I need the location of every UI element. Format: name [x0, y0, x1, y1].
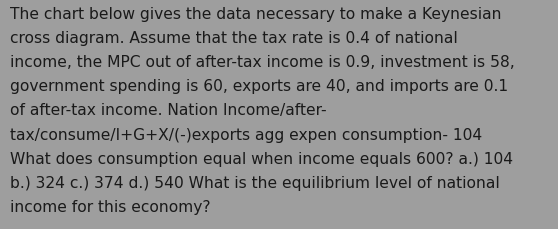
Text: income for this economy?: income for this economy? — [10, 199, 211, 214]
Text: income, the MPC out of after-tax income is 0.9, investment is 58,: income, the MPC out of after-tax income … — [10, 55, 515, 70]
Text: government spending is 60, exports are 40, and imports are 0.1: government spending is 60, exports are 4… — [10, 79, 508, 94]
Text: What does consumption equal when income equals 600? a.) 104: What does consumption equal when income … — [10, 151, 513, 166]
Text: b.) 324 c.) 374 d.) 540 What is the equilibrium level of national: b.) 324 c.) 374 d.) 540 What is the equi… — [10, 175, 500, 190]
Text: of after-tax income. Nation Income/after-: of after-tax income. Nation Income/after… — [10, 103, 326, 118]
Text: cross diagram. Assume that the tax rate is 0.4 of national: cross diagram. Assume that the tax rate … — [10, 31, 458, 46]
Text: tax/consume/I+G+X/(-)exports agg expen consumption- 104: tax/consume/I+G+X/(-)exports agg expen c… — [10, 127, 482, 142]
Text: The chart below gives the data necessary to make a Keynesian: The chart below gives the data necessary… — [10, 7, 502, 22]
